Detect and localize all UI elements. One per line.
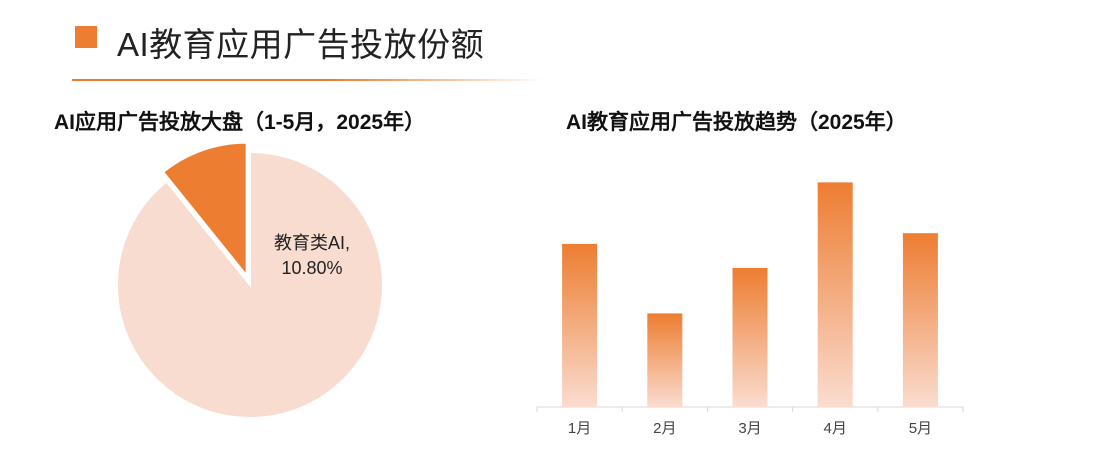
pie-slice-0 <box>161 141 248 279</box>
bar-2 <box>647 313 683 407</box>
page-title: AI教育应用广告投放份额 <box>117 26 485 63</box>
pie-label-line-0: 教育类AI, <box>274 233 350 253</box>
title-accent-square <box>75 26 97 48</box>
x-tick-label: 2月 <box>653 420 676 437</box>
pie-chart-title: AI应用广告投放大盘（1-5月，2025年） <box>54 111 426 134</box>
x-tick-label: 3月 <box>738 420 761 437</box>
x-tick-label: 4月 <box>824 420 847 437</box>
pie-slice-1 <box>116 150 384 419</box>
pie-label-line-1: 10.80% <box>281 258 342 278</box>
x-tick-label: 5月 <box>909 420 932 437</box>
bar-3 <box>732 267 768 407</box>
x-tick-label: 1月 <box>568 420 591 437</box>
bar-chart-title: AI教育应用广告投放趋势（2025年） <box>566 111 907 134</box>
bar-5 <box>902 233 938 407</box>
title-underline <box>72 79 544 81</box>
bar-4 <box>817 182 853 407</box>
bar-1 <box>562 243 598 407</box>
